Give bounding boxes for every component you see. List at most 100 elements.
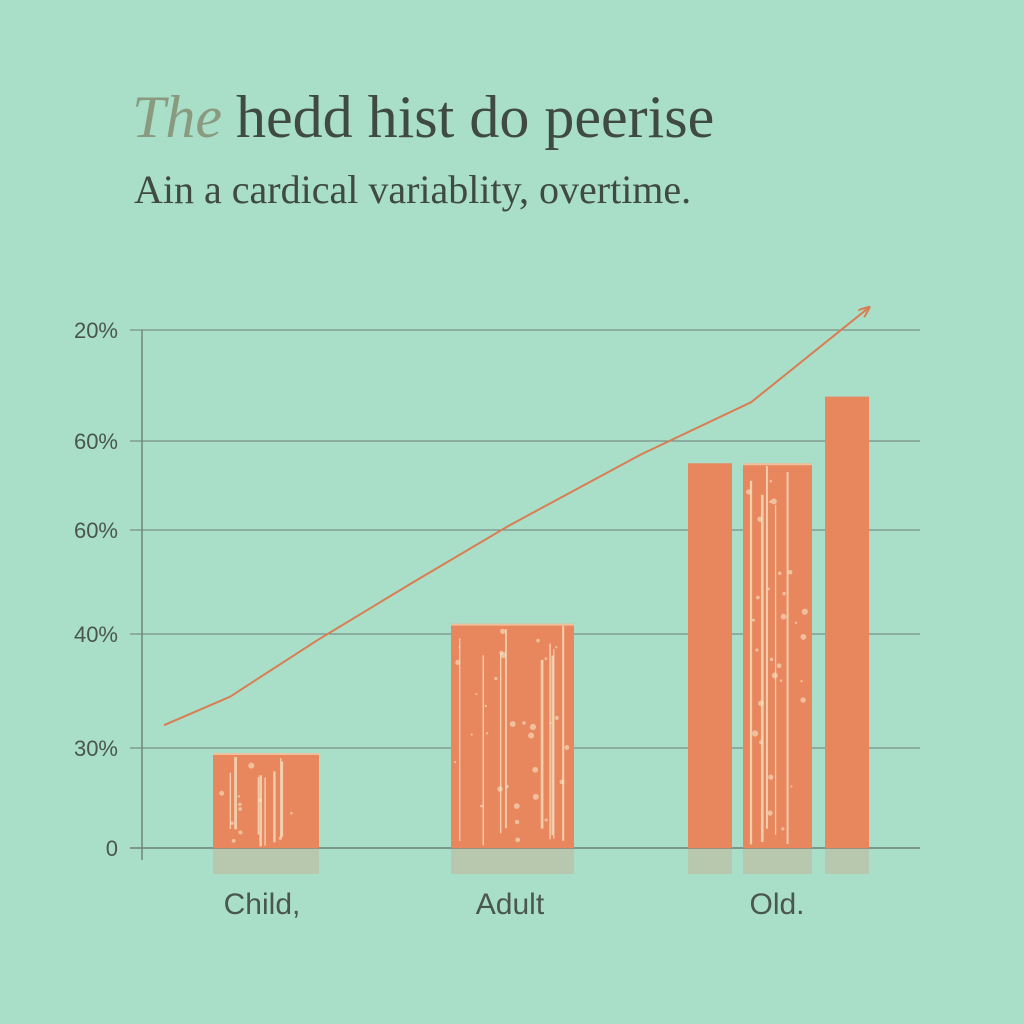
bar-texture-speck [787,569,793,575]
bar-texture-speck [500,628,506,635]
bar-texture-speck [746,489,752,495]
bar [213,753,319,874]
y-tick-label: 60% [74,518,118,543]
bar-texture-speck [475,693,478,696]
bar-rect [825,396,869,848]
bar-texture-speck [515,837,521,843]
bar-texture-speck [751,618,755,622]
bar-texture-speck [771,672,778,679]
y-tick-label: 0 [106,836,118,861]
bar-texture-speck [536,638,540,643]
bar-texture-speck [480,804,483,808]
bar-reflection [743,848,812,874]
bar-texture-speck [237,795,241,798]
bar-texture-speck [257,798,262,803]
bar-texture-speck [767,587,770,591]
bar-reflection [688,848,732,874]
bar-texture-speck [768,774,774,780]
bar-texture-speck [767,810,773,816]
bars [213,396,869,874]
bar-texture-speck [486,732,489,735]
bar-texture-speck [522,721,526,725]
bar-texture-speck [769,657,774,662]
bar-texture-speck [458,645,461,649]
bar [451,623,574,874]
bar-texture-speck [248,762,255,769]
axis-labels: 0 30% 40% 60% 60% 20% Child, Adult Old. [74,318,805,921]
bar-texture-speck [555,646,558,649]
bar-texture-speck [497,786,503,792]
bar-texture-speck [758,700,764,707]
bar-texture-speck [455,659,461,665]
chart-title-lead: The [132,84,222,150]
bar-rect [213,753,319,848]
bar-texture-speck [770,498,777,505]
bar-texture-speck [776,663,782,669]
y-tick-label: 30% [74,736,118,761]
bar [743,463,812,874]
bar-texture-speck [532,766,539,773]
bar-texture-speck [219,790,225,796]
bar-texture-speck [790,785,793,788]
y-tick-label: 60% [74,429,118,454]
bar-texture-speck [794,621,798,625]
bar-texture-speck [559,779,565,785]
bar-reflection [825,848,869,874]
bar-texture-speck [470,733,473,736]
bar-reflection [213,848,319,874]
bar-texture-speck [782,591,786,596]
y-tick-label: 40% [74,622,118,647]
bar-texture-speck [777,571,782,576]
bar-texture-speck [757,516,763,522]
x-category-label: Child, [224,888,301,921]
bar [825,396,869,874]
bar-texture-speck [755,648,759,652]
bar-texture-speck [781,827,785,831]
bar-rect [451,623,574,848]
chart-title-rest: hedd hist do peerise [236,84,715,150]
bar-texture-speck [549,721,552,725]
bar-texture-speck [800,697,806,703]
bar-texture-speck [514,819,520,825]
bar-texture-speck [494,676,498,681]
trend-line [163,308,869,727]
bar-texture-speck [759,740,764,745]
bar-texture-speck [278,836,283,840]
bar-texture-speck [238,802,242,807]
bar-texture-speck [500,652,507,659]
bar-texture-speck [564,745,570,750]
bar-texture-speck [505,784,509,789]
bar-texture-speck [238,807,243,811]
bar [688,463,732,874]
bar-rect [688,463,732,848]
bar-reflection [451,848,574,874]
bar-texture-speck [484,704,487,708]
bar-texture-speck [769,479,773,483]
bar-texture-speck [800,679,803,683]
bar-texture-speck [544,657,548,660]
bar-texture-speck [554,715,559,720]
bar-texture-speck [453,760,457,764]
bar-texture-speck [509,720,516,727]
bar-texture-speck [755,595,760,600]
bar-texture-speck [290,811,293,815]
trend-line-group [163,308,869,727]
bar-texture-speck [780,613,787,620]
bar-texture-speck [800,634,807,640]
bar-texture-speck [801,608,808,615]
bar-texture-speck [751,730,759,737]
bar-rect [743,463,812,848]
chart-title: The hedd hist do peerise [132,82,714,152]
bar-texture-speck [230,821,234,825]
x-category-label: Old. [749,888,804,921]
bar-texture-speck [513,803,520,809]
bar-texture-speck [544,818,548,822]
bar-texture-speck [532,793,539,800]
bar-texture-speck [231,838,236,843]
bar-texture-speck [779,679,783,682]
y-tick-label: 20% [74,318,118,343]
bar-texture-speck [529,723,537,731]
bar-texture-speck [528,732,535,739]
